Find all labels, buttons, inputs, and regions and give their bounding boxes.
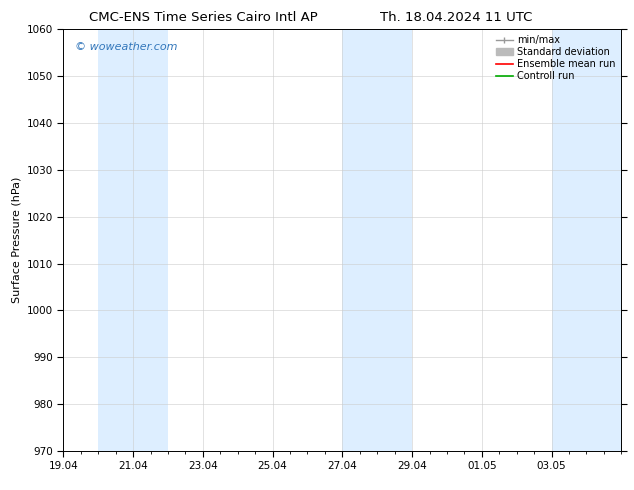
- Bar: [98, 29, 168, 451]
- Text: CMC-ENS Time Series Cairo Intl AP: CMC-ENS Time Series Cairo Intl AP: [89, 11, 317, 24]
- Text: © woweather.com: © woweather.com: [75, 42, 177, 52]
- Legend: min/max, Standard deviation, Ensemble mean run, Controll run: min/max, Standard deviation, Ensemble me…: [492, 31, 619, 85]
- Bar: [342, 29, 412, 451]
- Y-axis label: Surface Pressure (hPa): Surface Pressure (hPa): [11, 177, 21, 303]
- Bar: [552, 29, 621, 451]
- Text: Th. 18.04.2024 11 UTC: Th. 18.04.2024 11 UTC: [380, 11, 533, 24]
